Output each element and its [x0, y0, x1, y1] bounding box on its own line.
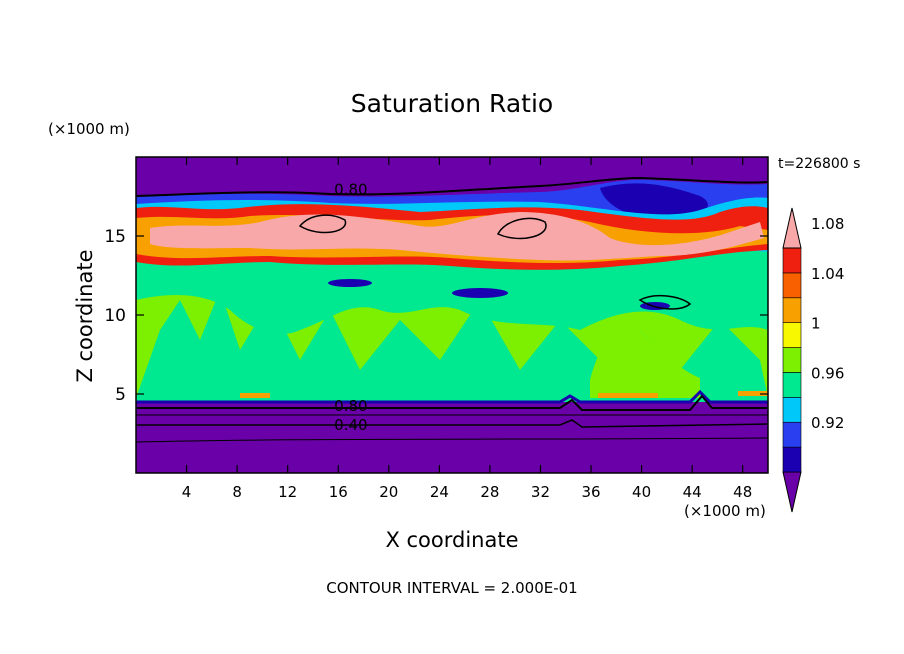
colorbar-level-label: 0.92 — [811, 414, 844, 432]
colorbar-bin — [782, 446, 802, 473]
contour-label: 0.80 — [334, 181, 367, 199]
orange-strip-1 — [240, 393, 270, 398]
contour-040 — [136, 419, 768, 428]
x-tick-label: 4 — [182, 483, 192, 501]
colorbar-bin — [782, 272, 802, 299]
x-tick-label: 44 — [683, 483, 702, 501]
upper-dark-blue-patch — [600, 183, 708, 221]
colorbar-bin — [782, 471, 802, 513]
x-tick-label: 8 — [232, 483, 242, 501]
colorbar-bin — [782, 397, 802, 423]
x-tick-label: 16 — [329, 483, 348, 501]
x-tick-label: 28 — [480, 483, 499, 501]
orange-strip-3 — [738, 391, 768, 396]
base-dry-line — [136, 389, 768, 404]
x-tick-label: 32 — [531, 483, 550, 501]
y-unit-label: (×1000 m) — [48, 120, 130, 138]
colorbar-bin — [782, 421, 802, 448]
colorbar-bin — [782, 247, 802, 274]
x-tick-label: 48 — [733, 483, 752, 501]
contour-label: 0.80 — [334, 397, 367, 415]
x-tick-label: 12 — [278, 483, 297, 501]
contour-interval-note: CONTOUR INTERVAL = 2.000E-01 — [326, 579, 577, 597]
colorbar-level-label: 1 — [811, 315, 821, 333]
colorbar-bin — [782, 297, 802, 323]
y-tick-label: 15 — [104, 227, 126, 247]
contour-080-upper — [136, 176, 768, 197]
contour-thin-1 — [136, 437, 768, 443]
colorbar-level-label: 1.08 — [811, 215, 844, 233]
y-tick-label: 10 — [104, 306, 126, 326]
saturation-field — [136, 157, 768, 473]
x-tick-label: 24 — [430, 483, 449, 501]
x-tick-label: 40 — [632, 483, 651, 501]
x-tick-label: 20 — [379, 483, 398, 501]
contour-cloud-1 — [298, 214, 347, 234]
colorbar-level-label: 1.04 — [811, 265, 844, 283]
y-tick-label: 5 — [115, 385, 126, 405]
right-yellow-patch — [590, 327, 700, 398]
colorbar-bin — [782, 347, 802, 373]
colorbar-bin — [782, 207, 802, 249]
contour-label: 0.40 — [334, 416, 367, 434]
colorbar-bin — [782, 372, 802, 398]
x-axis-label: X coordinate — [385, 528, 518, 552]
x-unit-label: (×1000 m) — [684, 502, 766, 520]
upper-pink-band — [150, 212, 764, 261]
contour-080-lower — [136, 394, 768, 411]
x-axis-ticks: 4 8 12 16 20 24 28 32 36 40 44 48 — [182, 157, 752, 501]
x-tick-label: 36 — [581, 483, 600, 501]
orange-strip-2 — [598, 393, 658, 398]
dry-patch-2 — [452, 288, 508, 298]
y-axis-ticks: 5 10 15 — [104, 227, 768, 405]
contour-cloud-3 — [638, 294, 692, 310]
contour-labels: 0.800.800.40 — [334, 181, 367, 434]
colorbar-level-label: 0.96 — [811, 364, 844, 382]
time-label: t=226800 s — [778, 156, 860, 172]
y-axis-label: Z coordinate — [73, 249, 97, 382]
contour-cloud-2 — [496, 217, 547, 240]
colorbar-bin — [782, 322, 802, 348]
chart-title: Saturation Ratio — [351, 89, 553, 118]
dry-patch-1 — [328, 279, 372, 287]
colorbar: 0.92 0.96 1 1.04 1.08 — [782, 207, 844, 513]
